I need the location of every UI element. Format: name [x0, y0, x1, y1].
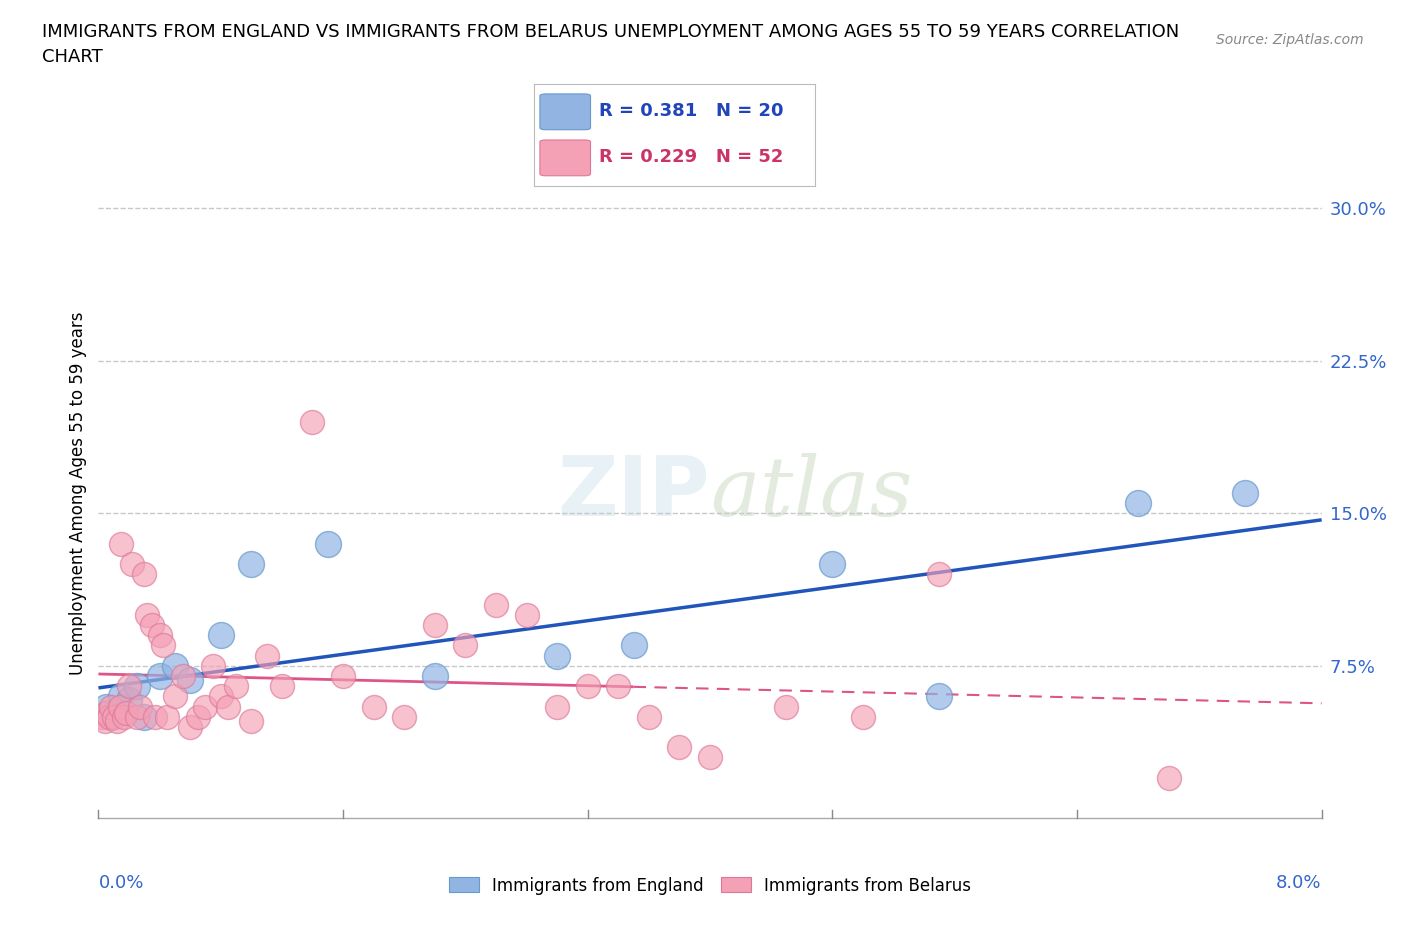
Point	[775, 699, 797, 714]
Point	[163, 658, 186, 673]
Text: R = 0.381   N = 20: R = 0.381 N = 20	[599, 102, 783, 120]
Point	[332, 669, 354, 684]
Point	[98, 710, 121, 724]
Point	[121, 557, 143, 572]
Point	[112, 710, 135, 724]
Point	[94, 705, 117, 720]
Point	[100, 710, 122, 724]
Point	[270, 679, 294, 694]
Point	[125, 679, 148, 694]
Point	[179, 672, 201, 687]
Point	[125, 710, 148, 724]
Point	[638, 710, 661, 724]
Point	[136, 607, 159, 622]
Point	[316, 537, 339, 551]
Point	[454, 638, 477, 653]
Text: atlas: atlas	[710, 453, 912, 533]
Point	[105, 713, 128, 728]
Point	[423, 669, 446, 684]
Point	[149, 669, 172, 684]
Point	[607, 679, 630, 694]
Point	[152, 638, 174, 653]
Point	[1128, 496, 1150, 511]
Point	[118, 679, 141, 694]
Point	[209, 689, 232, 704]
Point	[225, 679, 247, 694]
Point	[103, 705, 125, 720]
Point	[179, 720, 201, 735]
Point	[423, 618, 446, 632]
Point	[134, 567, 156, 582]
Point	[172, 669, 194, 684]
Point	[143, 710, 166, 724]
Point	[1234, 485, 1257, 500]
FancyBboxPatch shape	[540, 140, 591, 176]
Point	[928, 689, 950, 704]
Point	[485, 597, 508, 612]
Point	[363, 699, 385, 714]
Point	[134, 710, 156, 724]
Point	[93, 713, 115, 728]
Point	[187, 710, 209, 724]
Point	[240, 713, 263, 728]
Point	[141, 618, 163, 632]
Text: 8.0%: 8.0%	[1277, 874, 1322, 892]
Point	[668, 739, 690, 754]
Point	[149, 628, 172, 643]
Point	[576, 679, 599, 694]
Point	[623, 638, 645, 653]
Point	[515, 607, 537, 622]
Point	[852, 710, 875, 724]
Text: CHART: CHART	[42, 48, 103, 66]
Point	[240, 557, 263, 572]
Point	[546, 648, 568, 663]
Point	[94, 699, 117, 714]
Point	[209, 628, 232, 643]
Point	[256, 648, 278, 663]
Point	[392, 710, 416, 724]
Point	[821, 557, 844, 572]
Point	[546, 699, 568, 714]
Point	[699, 750, 721, 764]
Legend: Immigrants from England, Immigrants from Belarus: Immigrants from England, Immigrants from…	[443, 870, 977, 901]
Text: Source: ZipAtlas.com: Source: ZipAtlas.com	[1216, 33, 1364, 46]
Point	[115, 705, 138, 720]
Point	[90, 710, 112, 724]
Point	[928, 567, 950, 582]
Text: R = 0.229   N = 52: R = 0.229 N = 52	[599, 149, 783, 166]
Point	[217, 699, 239, 714]
Point	[128, 699, 150, 714]
Point	[108, 699, 131, 714]
Point	[202, 658, 225, 673]
Point	[100, 699, 122, 714]
Y-axis label: Unemployment Among Ages 55 to 59 years: Unemployment Among Ages 55 to 59 years	[69, 312, 87, 674]
Point	[1157, 770, 1180, 785]
Point	[110, 537, 132, 551]
Text: 0.0%: 0.0%	[98, 874, 143, 892]
Point	[156, 710, 179, 724]
Point	[301, 414, 323, 429]
Text: IMMIGRANTS FROM ENGLAND VS IMMIGRANTS FROM BELARUS UNEMPLOYMENT AMONG AGES 55 TO: IMMIGRANTS FROM ENGLAND VS IMMIGRANTS FR…	[42, 23, 1180, 41]
Point	[163, 689, 186, 704]
FancyBboxPatch shape	[540, 94, 591, 130]
Point	[103, 710, 125, 724]
Text: ZIP: ZIP	[558, 452, 710, 534]
Point	[194, 699, 217, 714]
Point	[118, 693, 141, 708]
Point	[110, 689, 132, 704]
